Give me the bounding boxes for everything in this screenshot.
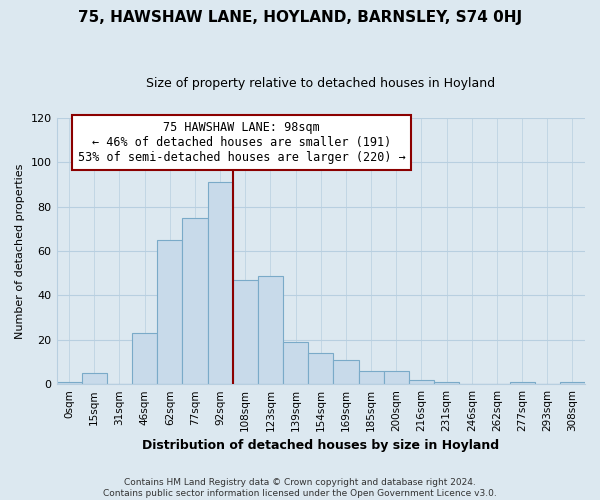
Bar: [208, 182, 233, 384]
Bar: [258, 276, 283, 384]
Bar: [509, 382, 535, 384]
Bar: [157, 240, 182, 384]
Bar: [56, 382, 82, 384]
Bar: [560, 382, 585, 384]
Bar: [409, 380, 434, 384]
X-axis label: Distribution of detached houses by size in Hoyland: Distribution of detached houses by size …: [142, 440, 499, 452]
Y-axis label: Number of detached properties: Number of detached properties: [15, 164, 25, 339]
Bar: [283, 342, 308, 384]
Bar: [233, 280, 258, 384]
Bar: [132, 333, 157, 384]
Bar: [434, 382, 459, 384]
Bar: [182, 218, 208, 384]
Text: Contains HM Land Registry data © Crown copyright and database right 2024.
Contai: Contains HM Land Registry data © Crown c…: [103, 478, 497, 498]
Bar: [334, 360, 359, 384]
Bar: [383, 371, 409, 384]
Title: Size of property relative to detached houses in Hoyland: Size of property relative to detached ho…: [146, 78, 496, 90]
Bar: [82, 373, 107, 384]
Bar: [359, 371, 383, 384]
Text: 75, HAWSHAW LANE, HOYLAND, BARNSLEY, S74 0HJ: 75, HAWSHAW LANE, HOYLAND, BARNSLEY, S74…: [78, 10, 522, 25]
Bar: [308, 353, 334, 384]
Text: 75 HAWSHAW LANE: 98sqm
← 46% of detached houses are smaller (191)
53% of semi-de: 75 HAWSHAW LANE: 98sqm ← 46% of detached…: [77, 120, 406, 164]
